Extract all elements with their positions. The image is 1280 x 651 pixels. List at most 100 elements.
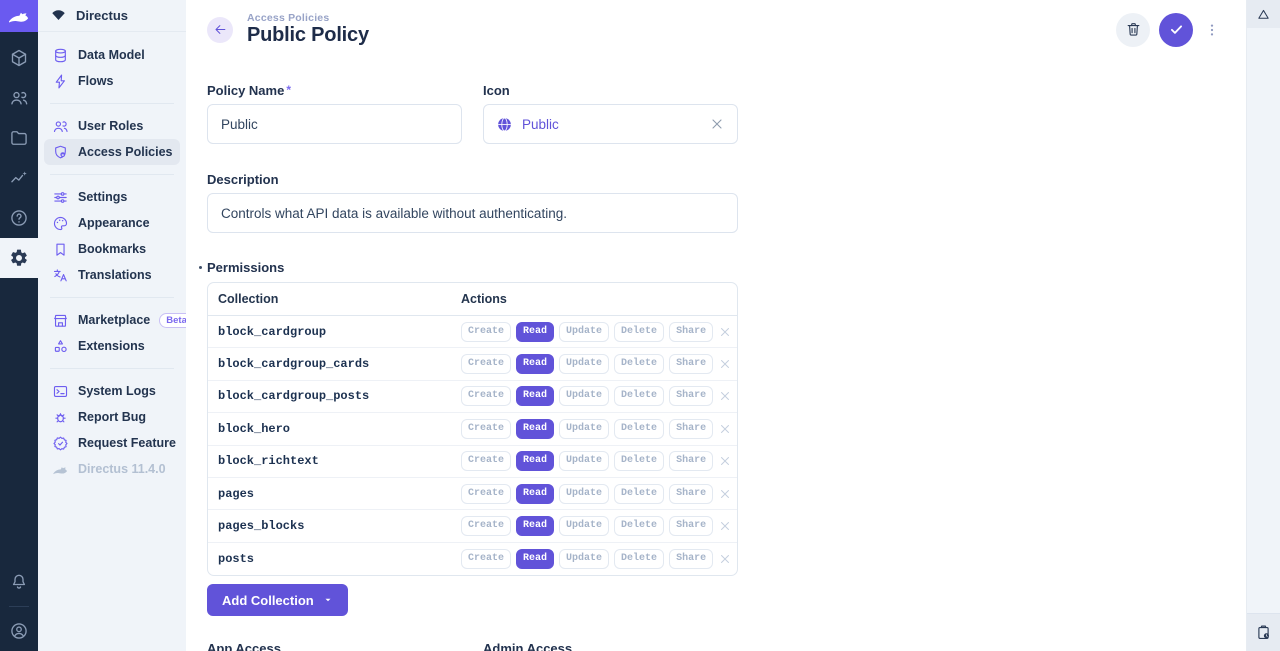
- action-chip-delete[interactable]: Delete: [614, 548, 665, 569]
- sidebar-item-user-roles[interactable]: User Roles: [44, 113, 180, 139]
- feature-badge-icon: [53, 436, 68, 450]
- action-chip-read[interactable]: Read: [516, 354, 555, 375]
- sidebar-item-report-bug[interactable]: Report Bug: [44, 404, 180, 430]
- sidebar-item-label: Access Policies: [78, 145, 173, 159]
- sidebar-item-bookmarks[interactable]: Bookmarks: [44, 236, 180, 262]
- delete-button[interactable]: [1116, 12, 1150, 47]
- account-button[interactable]: [0, 611, 38, 651]
- action-chip-delete[interactable]: Delete: [614, 386, 665, 407]
- sidebar-info-toggle[interactable]: [1247, 0, 1280, 28]
- policy-name-input[interactable]: [207, 104, 462, 144]
- action-chip-create[interactable]: Create: [461, 516, 512, 537]
- action-chip-create[interactable]: Create: [461, 321, 512, 342]
- icon-field: Icon Public: [483, 83, 738, 144]
- action-chip-share[interactable]: Share: [669, 483, 714, 504]
- action-chip-update[interactable]: Update: [559, 321, 610, 342]
- sidebar-revisions-toggle[interactable]: [1247, 613, 1280, 651]
- action-chip-create[interactable]: Create: [461, 483, 512, 504]
- remove-row-icon[interactable]: [718, 487, 732, 501]
- action-chips: Create Read Update Delete Share: [461, 321, 730, 342]
- action-chip-share[interactable]: Share: [669, 321, 714, 342]
- action-chip-read[interactable]: Read: [516, 516, 555, 537]
- action-chip-read[interactable]: Read: [516, 483, 555, 504]
- notifications-button[interactable]: [0, 562, 38, 602]
- action-chip-delete[interactable]: Delete: [614, 451, 665, 472]
- sidebar-item-translations[interactable]: Translations: [44, 262, 180, 288]
- action-chip-share[interactable]: Share: [669, 386, 714, 407]
- more-options-dots-icon: [1210, 24, 1214, 35]
- action-chip-update[interactable]: Update: [559, 451, 610, 472]
- action-chip-read[interactable]: Read: [516, 548, 555, 569]
- page-title: Public Policy: [247, 24, 369, 46]
- action-chip-delete[interactable]: Delete: [614, 321, 665, 342]
- action-chip-update[interactable]: Update: [559, 386, 610, 407]
- action-chip-share[interactable]: Share: [669, 516, 714, 537]
- breadcrumb[interactable]: Access Policies: [247, 12, 330, 24]
- required-marker: *: [286, 83, 291, 97]
- remove-row-icon[interactable]: [718, 519, 732, 533]
- action-chip-create[interactable]: Create: [461, 354, 512, 375]
- sidebar-item-access-policies[interactable]: Access Policies: [44, 139, 180, 165]
- action-chip-share[interactable]: Share: [669, 354, 714, 375]
- extensions-icon: [54, 339, 67, 352]
- action-chip-delete[interactable]: Delete: [614, 354, 665, 375]
- action-chip-share[interactable]: Share: [669, 548, 714, 569]
- remove-row-icon[interactable]: [718, 552, 732, 566]
- save-check-icon: [1170, 25, 1182, 34]
- remove-row-icon[interactable]: [718, 454, 732, 468]
- action-chip-update[interactable]: Update: [559, 354, 610, 375]
- action-chip-update[interactable]: Update: [559, 548, 610, 569]
- sidebar-item-marketplace[interactable]: Marketplace Beta: [44, 307, 186, 333]
- description-input[interactable]: [207, 193, 738, 233]
- remove-row-icon[interactable]: [718, 422, 732, 436]
- remove-row-icon[interactable]: [718, 325, 732, 339]
- action-chip-read[interactable]: Read: [516, 418, 555, 439]
- action-chip-create[interactable]: Create: [461, 418, 512, 439]
- sidebar-item-flows[interactable]: Flows: [44, 68, 180, 94]
- action-chip-update[interactable]: Update: [559, 516, 610, 537]
- table-row: block_cardgroup Create Read Update Delete Sh…: [208, 316, 737, 349]
- icon-value: Public: [522, 116, 559, 132]
- action-chip-create[interactable]: Create: [461, 451, 512, 472]
- save-button[interactable]: [1159, 12, 1193, 47]
- action-chip-create[interactable]: Create: [461, 386, 512, 407]
- add-collection-button[interactable]: Add Collection: [207, 584, 348, 617]
- sidebar-item-system-logs[interactable]: System Logs: [44, 378, 180, 404]
- user-roles-icon: [53, 120, 68, 132]
- action-chip-read[interactable]: Read: [516, 321, 555, 342]
- fan-icon: [52, 10, 65, 21]
- sidebar-item-settings[interactable]: Settings: [44, 184, 180, 210]
- project-header[interactable]: Directus: [38, 0, 186, 32]
- sidebar-item-data-model[interactable]: Data Model: [44, 42, 180, 68]
- icon-clear-button[interactable]: [709, 116, 725, 132]
- remove-row-icon[interactable]: [718, 357, 732, 371]
- action-chip-share[interactable]: Share: [669, 418, 714, 439]
- more-options-button[interactable]: [1202, 20, 1222, 40]
- sidebar-item-request-feature[interactable]: Request Feature: [44, 430, 180, 456]
- sidebar-item-appearance[interactable]: Appearance: [44, 210, 180, 236]
- action-chip-read[interactable]: Read: [516, 451, 555, 472]
- action-chip-update[interactable]: Update: [559, 483, 610, 504]
- insights-module-button[interactable]: [0, 158, 38, 198]
- remove-row-icon[interactable]: [718, 389, 732, 403]
- chevron-down-icon: [325, 598, 331, 602]
- files-module-button[interactable]: [0, 118, 38, 158]
- content-module-button[interactable]: [0, 38, 38, 78]
- action-chip-update[interactable]: Update: [559, 418, 610, 439]
- action-chip-delete[interactable]: Delete: [614, 516, 665, 537]
- project-name: Directus: [76, 8, 129, 23]
- settings-module-button[interactable]: [0, 238, 38, 278]
- directus-logo[interactable]: [0, 0, 38, 32]
- action-chip-read[interactable]: Read: [516, 386, 555, 407]
- icon-input[interactable]: Public: [483, 104, 738, 144]
- back-button[interactable]: [207, 16, 233, 43]
- action-chip-delete[interactable]: Delete: [614, 418, 665, 439]
- action-chip-delete[interactable]: Delete: [614, 483, 665, 504]
- action-chip-share[interactable]: Share: [669, 451, 714, 472]
- users-module-button[interactable]: [0, 78, 38, 118]
- help-module-button[interactable]: [0, 198, 38, 238]
- action-chip-create[interactable]: Create: [461, 548, 512, 569]
- sidebar-item-extensions[interactable]: Extensions: [44, 333, 180, 359]
- action-chips: Create Read Update Delete Share: [461, 354, 730, 375]
- shield-lock-icon: [55, 145, 66, 158]
